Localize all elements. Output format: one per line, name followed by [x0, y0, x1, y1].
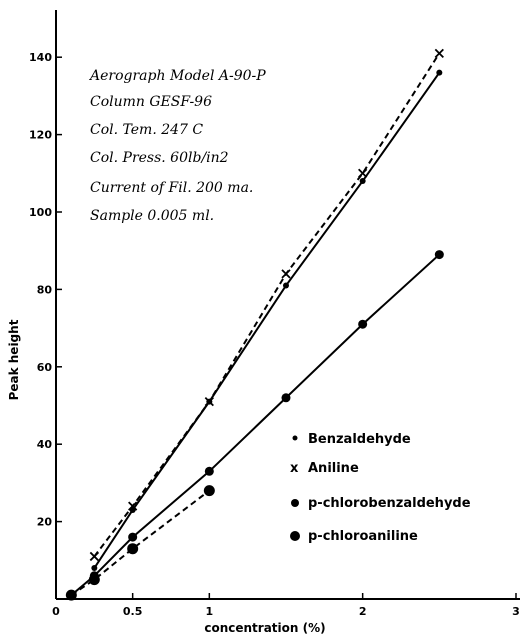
legend: Benzaldehyde x Aniline p-chlorobenzaldeh… [290, 432, 471, 544]
annotation-block: Aerograph Model A-90-P Column GESF-96 Co… [88, 68, 266, 224]
legend-marker-dot [292, 435, 298, 441]
annotation-line: Col. Tem. 247 C [90, 122, 203, 138]
data-point [436, 69, 443, 76]
legend-item: x Aniline [290, 461, 359, 476]
data-point [358, 319, 368, 329]
annotation-line: Column GESF-96 [90, 94, 212, 110]
data-point [91, 565, 98, 572]
y-tick-label: 80 [37, 283, 53, 296]
annotation-line: Current of Fil. 200 ma. [90, 180, 253, 196]
legend-item: p-chloroaniline [290, 529, 418, 544]
series-line [70, 489, 210, 596]
data-point [434, 250, 444, 260]
data-point [358, 168, 368, 178]
y-tick-label: 40 [37, 438, 53, 451]
annotation-line: Sample 0.005 ml. [90, 208, 214, 224]
x-axis-title: concentration (%) [204, 621, 325, 635]
y-tick-label: 140 [29, 51, 52, 64]
annotation-line: Aerograph Model A-90-P [88, 68, 266, 84]
data-point [281, 269, 291, 279]
x-tick-label: 0 [52, 605, 60, 618]
x-tick-label: 3 [512, 605, 520, 618]
y-axis-title: Peak height [7, 319, 21, 400]
y-tick-label: 120 [29, 129, 52, 142]
series-line [93, 52, 441, 558]
data-point [204, 466, 214, 476]
legend-label: Aniline [308, 461, 359, 476]
data-point [128, 532, 138, 542]
data-point [65, 589, 77, 601]
data-point [281, 393, 291, 403]
data-point [204, 396, 214, 407]
legend-item: Benzaldehyde [292, 432, 411, 447]
series-line [70, 253, 440, 596]
legend-marker-x: x [290, 461, 299, 476]
legend-item: p-chlorobenzaldehyde [291, 496, 471, 511]
data-point [203, 485, 215, 497]
data-point [89, 551, 99, 562]
legend-label: Benzaldehyde [308, 432, 411, 447]
annotation-line: Col. Press. 60lb/in2 [90, 150, 229, 166]
y-tick-label: 20 [37, 516, 53, 529]
x-tick-label: 0.5 [123, 605, 143, 618]
data-point [88, 574, 100, 586]
data-point [359, 178, 366, 185]
data-point [127, 543, 139, 555]
series-markers [65, 48, 444, 601]
legend-label: p-chlorobenzaldehyde [308, 496, 471, 511]
x-tick-label: 1 [206, 605, 214, 618]
data-point [128, 501, 138, 511]
data-point [282, 282, 289, 289]
legend-label: p-chloroaniline [308, 529, 418, 544]
data-point [434, 48, 444, 58]
y-tick-label: 100 [29, 206, 52, 219]
legend-marker-circle [291, 499, 299, 507]
y-tick-label: 60 [37, 361, 53, 374]
x-tick-label: 2 [359, 605, 367, 618]
ticks: 0 0.5 1 2 3 20 40 60 80 100 120 140 [29, 51, 520, 618]
series-line [93, 72, 441, 569]
legend-marker-circle-filled [290, 531, 300, 541]
